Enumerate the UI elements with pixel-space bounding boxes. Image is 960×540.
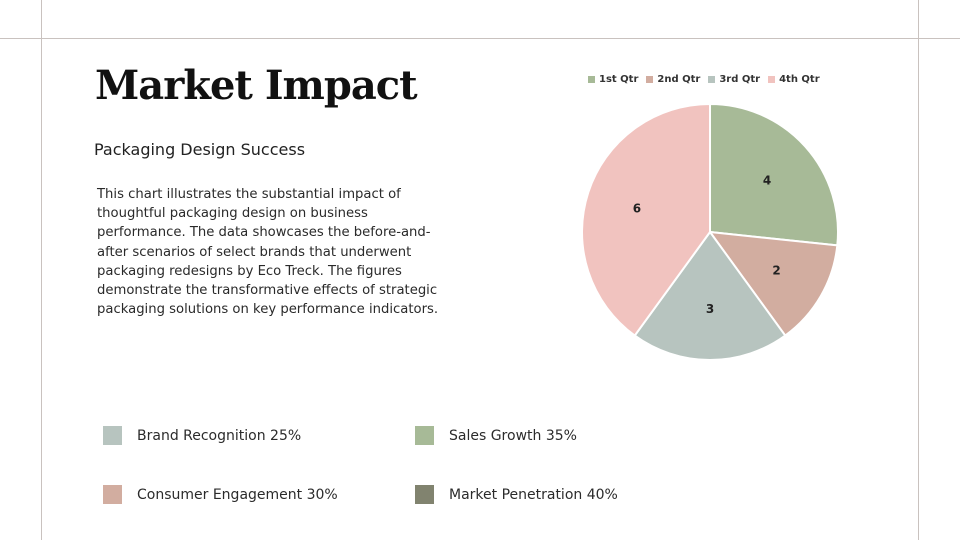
pie-data-label-3: 3 xyxy=(706,302,714,316)
stat-swatch xyxy=(103,485,122,504)
stat-label: Consumer Engagement 30% xyxy=(137,486,338,503)
frame-right-line xyxy=(918,0,919,540)
legend-label: 1st Qtr xyxy=(599,74,639,85)
legend-swatch xyxy=(768,76,776,83)
stat-label: Brand Recognition 25% xyxy=(137,427,302,444)
chart-legend: 1st Qtr 2nd Qtr 3rd Qtr 4th Qtr xyxy=(588,74,820,85)
pie-slice-1 xyxy=(709,102,839,247)
stat-label: Sales Growth 35% xyxy=(449,427,577,444)
subtitle: Packaging Design Success xyxy=(94,140,306,159)
legend-entry-4: 4th Qtr xyxy=(768,74,820,85)
legend-label: 2nd Qtr xyxy=(657,74,701,85)
legend-swatch xyxy=(588,76,595,83)
stat-label: Market Penetration 40% xyxy=(449,486,618,503)
pie-data-label-2: 2 xyxy=(772,263,780,277)
stat-swatch xyxy=(415,426,434,445)
stat-sales-growth: Sales Growth 35% xyxy=(415,426,577,445)
stat-market-penetration: Market Penetration 40% xyxy=(415,485,618,504)
pie-slice-4 xyxy=(581,102,711,337)
legend-label: 4th Qtr xyxy=(779,74,820,85)
legend-entry-3: 3rd Qtr xyxy=(708,74,760,85)
pie-data-label-4: 6 xyxy=(633,201,641,215)
page-title: Market Impact xyxy=(95,62,418,109)
legend-entry-1: 1st Qtr xyxy=(588,74,638,85)
pie-chart: 4 2 3 6 xyxy=(581,102,839,361)
frame-left-line xyxy=(41,0,42,540)
legend-label: 3rd Qtr xyxy=(719,74,761,85)
frame-top-line xyxy=(0,38,960,39)
stat-brand-recognition: Brand Recognition 25% xyxy=(103,426,301,445)
stat-swatch xyxy=(103,426,122,445)
description-text: This chart illustrates the substantial i… xyxy=(97,187,439,318)
legend-swatch xyxy=(708,76,716,83)
legend-entry-2: 2nd Qtr xyxy=(646,74,700,85)
pie-data-label-1: 4 xyxy=(763,174,771,188)
stat-swatch xyxy=(415,485,434,504)
pie-slice-2 xyxy=(707,230,839,337)
pie-slice-3 xyxy=(633,230,787,361)
stat-consumer-engagement: Consumer Engagement 30% xyxy=(103,485,338,504)
legend-swatch xyxy=(646,76,654,83)
